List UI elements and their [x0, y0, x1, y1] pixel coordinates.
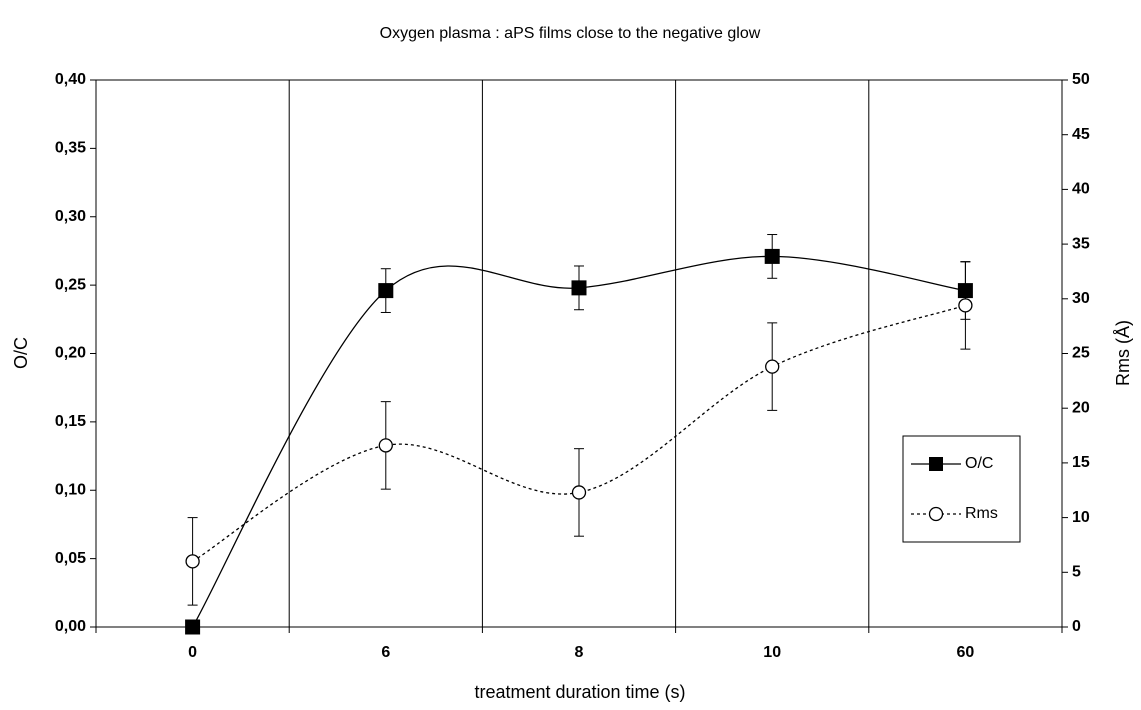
marker [764, 248, 780, 264]
legend-box [902, 435, 1021, 543]
marker [765, 359, 780, 374]
y-tick-label: 0,20 [55, 345, 86, 362]
marker [185, 554, 200, 569]
y2-tick-label: 15 [1072, 454, 1090, 471]
y2-tick-label: 30 [1072, 290, 1090, 307]
y2-tick-label: 20 [1072, 399, 1090, 416]
y2-axis-title: Rms (Å) [1113, 320, 1133, 386]
marker [571, 485, 587, 500]
y2-tick-label: 40 [1072, 181, 1090, 198]
y-axis-title: O/C [11, 337, 31, 369]
x-tick-label: 8 [575, 644, 584, 661]
y2-tick-label: 45 [1072, 126, 1090, 143]
marker [571, 280, 587, 296]
series-line [192, 255, 966, 628]
y-tick-label: 0,05 [55, 550, 86, 567]
marker [958, 298, 973, 313]
y2-tick-label: 50 [1072, 71, 1090, 88]
legend-marker [928, 506, 944, 522]
marker [185, 619, 201, 635]
y-tick-label: 0,35 [55, 140, 86, 157]
y2-tick-label: 35 [1072, 235, 1090, 252]
marker [378, 438, 393, 453]
y2-tick-label: 0 [1072, 618, 1081, 635]
legend-label: Rms [965, 505, 998, 522]
x-tick-label: 0 [188, 644, 197, 661]
y2-tick-label: 5 [1072, 564, 1081, 581]
x-tick-label: 60 [957, 644, 975, 661]
x-tick-label: 6 [381, 644, 390, 661]
legend-label: O/C [965, 455, 993, 472]
chart-title: Oxygen plasma : aPS films close to the n… [380, 25, 761, 42]
y-tick-label: 0,10 [55, 481, 86, 498]
y-tick-label: 0,30 [55, 208, 86, 225]
y-tick-label: 0,15 [55, 413, 86, 430]
marker [378, 283, 394, 299]
x-axis-title: treatment duration time (s) [474, 682, 685, 702]
x-tick-label: 10 [763, 644, 781, 661]
y2-tick-label: 25 [1072, 345, 1090, 362]
y-tick-label: 0,25 [55, 276, 86, 293]
y-tick-label: 0,00 [55, 618, 86, 635]
y2-tick-label: 10 [1072, 509, 1090, 526]
plot-frame [95, 79, 1063, 628]
y-tick-label: 0,40 [55, 71, 86, 88]
legend-marker [929, 457, 943, 471]
